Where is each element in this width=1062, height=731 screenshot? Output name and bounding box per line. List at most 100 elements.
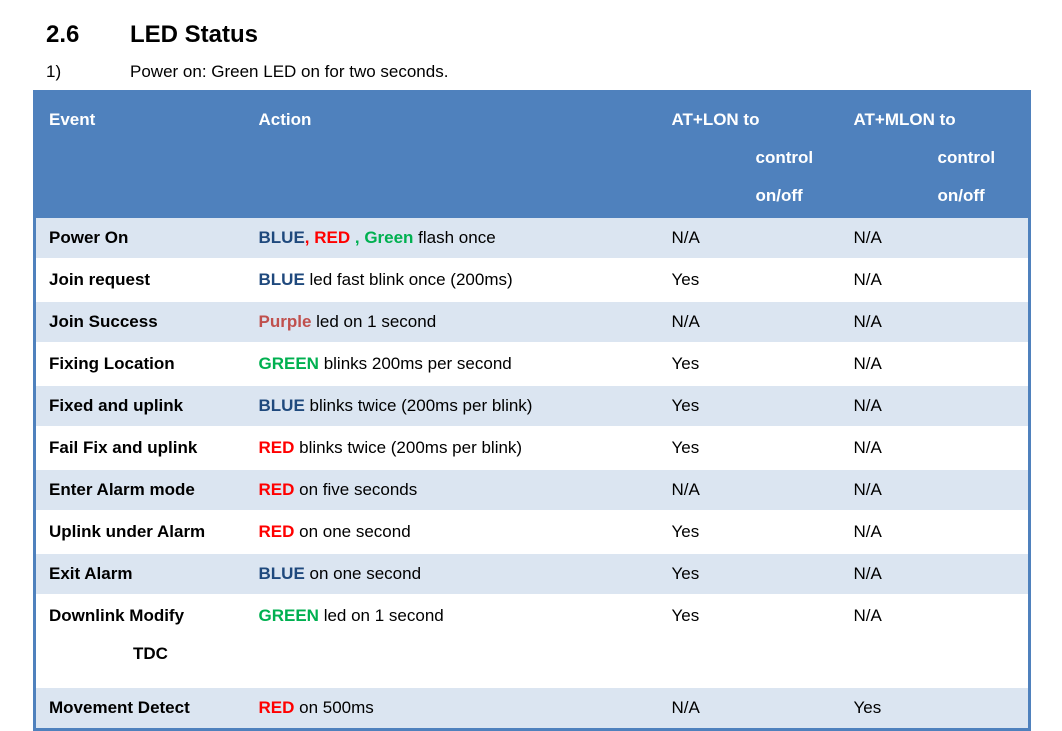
- event-line1: Downlink Modify: [49, 606, 185, 625]
- action-cell: RED on five seconds: [245, 468, 659, 512]
- table-row: Movement Detect RED on 500ms N/A Yes: [33, 686, 1031, 731]
- at-lon-cell: Yes: [658, 594, 841, 688]
- action-separator: ,: [350, 228, 365, 247]
- event-cell: Movement Detect: [33, 686, 246, 731]
- action-color: Purple: [258, 312, 312, 331]
- table-row: Power On BLUE, RED , Green flash once N/…: [33, 215, 1031, 260]
- action-text: blinks twice (200ms per blink): [294, 438, 523, 457]
- header-event: Event: [33, 90, 246, 218]
- header-at-lon: AT+LON to control on/off: [658, 90, 841, 218]
- event-cell: Join Success: [33, 300, 246, 344]
- at-mlon-cell: N/A: [840, 258, 1031, 302]
- at-lon-cell: Yes: [658, 258, 841, 302]
- at-lon-cell: N/A: [658, 686, 841, 731]
- header-at-mlon-line3: on/off: [937, 186, 985, 205]
- event-cell: Fixing Location: [33, 342, 246, 386]
- at-lon-cell: Yes: [658, 552, 841, 596]
- at-mlon-cell: N/A: [840, 552, 1031, 596]
- action-text: on one second: [294, 522, 411, 541]
- event-cell: Fixed and uplink: [33, 384, 246, 428]
- at-mlon-cell: N/A: [840, 426, 1031, 470]
- action-color: GREEN: [258, 354, 319, 373]
- action-text: led on 1 second: [318, 606, 444, 625]
- table-row: Fixing Location GREEN blinks 200ms per s…: [33, 342, 1031, 386]
- section-number: 2.6: [46, 21, 80, 48]
- at-mlon-cell: N/A: [840, 510, 1031, 554]
- table-row: Fixed and uplink BLUE blinks twice (200m…: [33, 384, 1031, 428]
- event-cell: Join request: [33, 258, 246, 302]
- action-color: BLUE: [258, 564, 305, 583]
- event-line2: TDC: [133, 644, 168, 663]
- table-row: Uplink under Alarm RED on one second Yes…: [33, 510, 1031, 554]
- at-mlon-cell: N/A: [840, 468, 1031, 512]
- at-lon-cell: Yes: [658, 426, 841, 470]
- action-cell: RED blinks twice (200ms per blink): [245, 426, 659, 470]
- action-color-red: RED: [314, 228, 351, 247]
- action-text: on five seconds: [294, 480, 418, 499]
- action-color: RED: [258, 698, 295, 717]
- header-at-mlon-line1: AT+MLON to: [853, 110, 956, 129]
- at-mlon-cell: N/A: [840, 300, 1031, 344]
- action-color-green: Green: [364, 228, 414, 247]
- header-at-lon-line1: AT+LON to: [671, 110, 760, 129]
- action-text: led on 1 second: [311, 312, 437, 331]
- table-header-row: Event Action AT+LON to control on/off AT…: [33, 90, 1031, 218]
- section-heading: 2.6 LED Status: [46, 20, 258, 50]
- header-action: Action: [245, 90, 659, 218]
- led-status-table: Event Action AT+LON to control on/off AT…: [33, 90, 1031, 731]
- at-lon-cell: Yes: [658, 510, 841, 554]
- action-color: RED: [258, 438, 295, 457]
- table-row: Exit Alarm BLUE on one second Yes N/A: [33, 552, 1031, 596]
- table-row: Downlink Modify TDC GREEN led on 1 secon…: [33, 594, 1031, 688]
- action-color-blue: BLUE: [258, 228, 305, 247]
- action-text: blinks twice (200ms per blink): [304, 396, 533, 415]
- note-text: Power on: Green LED on for two seconds.: [130, 62, 449, 81]
- event-cell: Downlink Modify TDC: [33, 594, 246, 688]
- event-cell: Exit Alarm: [33, 552, 246, 596]
- section-title: LED Status: [130, 21, 259, 48]
- event-cell: Uplink under Alarm: [33, 510, 246, 554]
- header-at-mlon-line2: control: [937, 148, 996, 167]
- at-mlon-cell: Yes: [840, 686, 1031, 731]
- action-cell: BLUE, RED , Green flash once: [245, 215, 659, 260]
- at-lon-cell: Yes: [658, 342, 841, 386]
- event-cell: Fail Fix and uplink: [33, 426, 246, 470]
- at-lon-cell: Yes: [658, 384, 841, 428]
- at-mlon-cell: N/A: [840, 384, 1031, 428]
- action-cell: RED on 500ms: [245, 686, 659, 731]
- header-at-mlon: AT+MLON to control on/off: [840, 90, 1031, 218]
- event-cell: Power On: [33, 215, 246, 260]
- action-color: BLUE: [258, 270, 305, 289]
- power-on-note: 1) Power on: Green LED on for two seconds…: [46, 60, 448, 84]
- header-at-lon-line3: on/off: [755, 186, 803, 205]
- at-lon-cell: N/A: [658, 468, 841, 512]
- at-mlon-cell: N/A: [840, 215, 1031, 260]
- action-cell: BLUE on one second: [245, 552, 659, 596]
- action-cell: BLUE blinks twice (200ms per blink): [245, 384, 659, 428]
- action-cell: GREEN blinks 200ms per second: [245, 342, 659, 386]
- at-lon-cell: N/A: [658, 215, 841, 260]
- event-cell: Enter Alarm mode: [33, 468, 246, 512]
- at-lon-cell: N/A: [658, 300, 841, 344]
- table-row: Fail Fix and uplink RED blinks twice (20…: [33, 426, 1031, 470]
- action-cell: RED on one second: [245, 510, 659, 554]
- action-color: RED: [258, 522, 295, 541]
- at-mlon-cell: N/A: [840, 594, 1031, 688]
- at-mlon-cell: N/A: [840, 342, 1031, 386]
- action-text: on one second: [304, 564, 422, 583]
- action-cell: Purple led on 1 second: [245, 300, 659, 344]
- action-separator: ,: [304, 228, 315, 247]
- table-row: Join request BLUE led fast blink once (2…: [33, 258, 1031, 302]
- action-cell: BLUE led fast blink once (200ms): [245, 258, 659, 302]
- action-color: GREEN: [258, 606, 319, 625]
- action-text: blinks 200ms per second: [318, 354, 512, 373]
- table-row: Enter Alarm mode RED on five seconds N/A…: [33, 468, 1031, 512]
- note-number: 1): [46, 62, 62, 81]
- action-text: on 500ms: [294, 698, 374, 717]
- table-row: Join Success Purple led on 1 second N/A …: [33, 300, 1031, 344]
- action-color: RED: [258, 480, 295, 499]
- header-at-lon-line2: control: [755, 148, 814, 167]
- action-color: BLUE: [258, 396, 305, 415]
- action-cell: GREEN led on 1 second: [245, 594, 659, 688]
- action-text: flash once: [413, 228, 496, 247]
